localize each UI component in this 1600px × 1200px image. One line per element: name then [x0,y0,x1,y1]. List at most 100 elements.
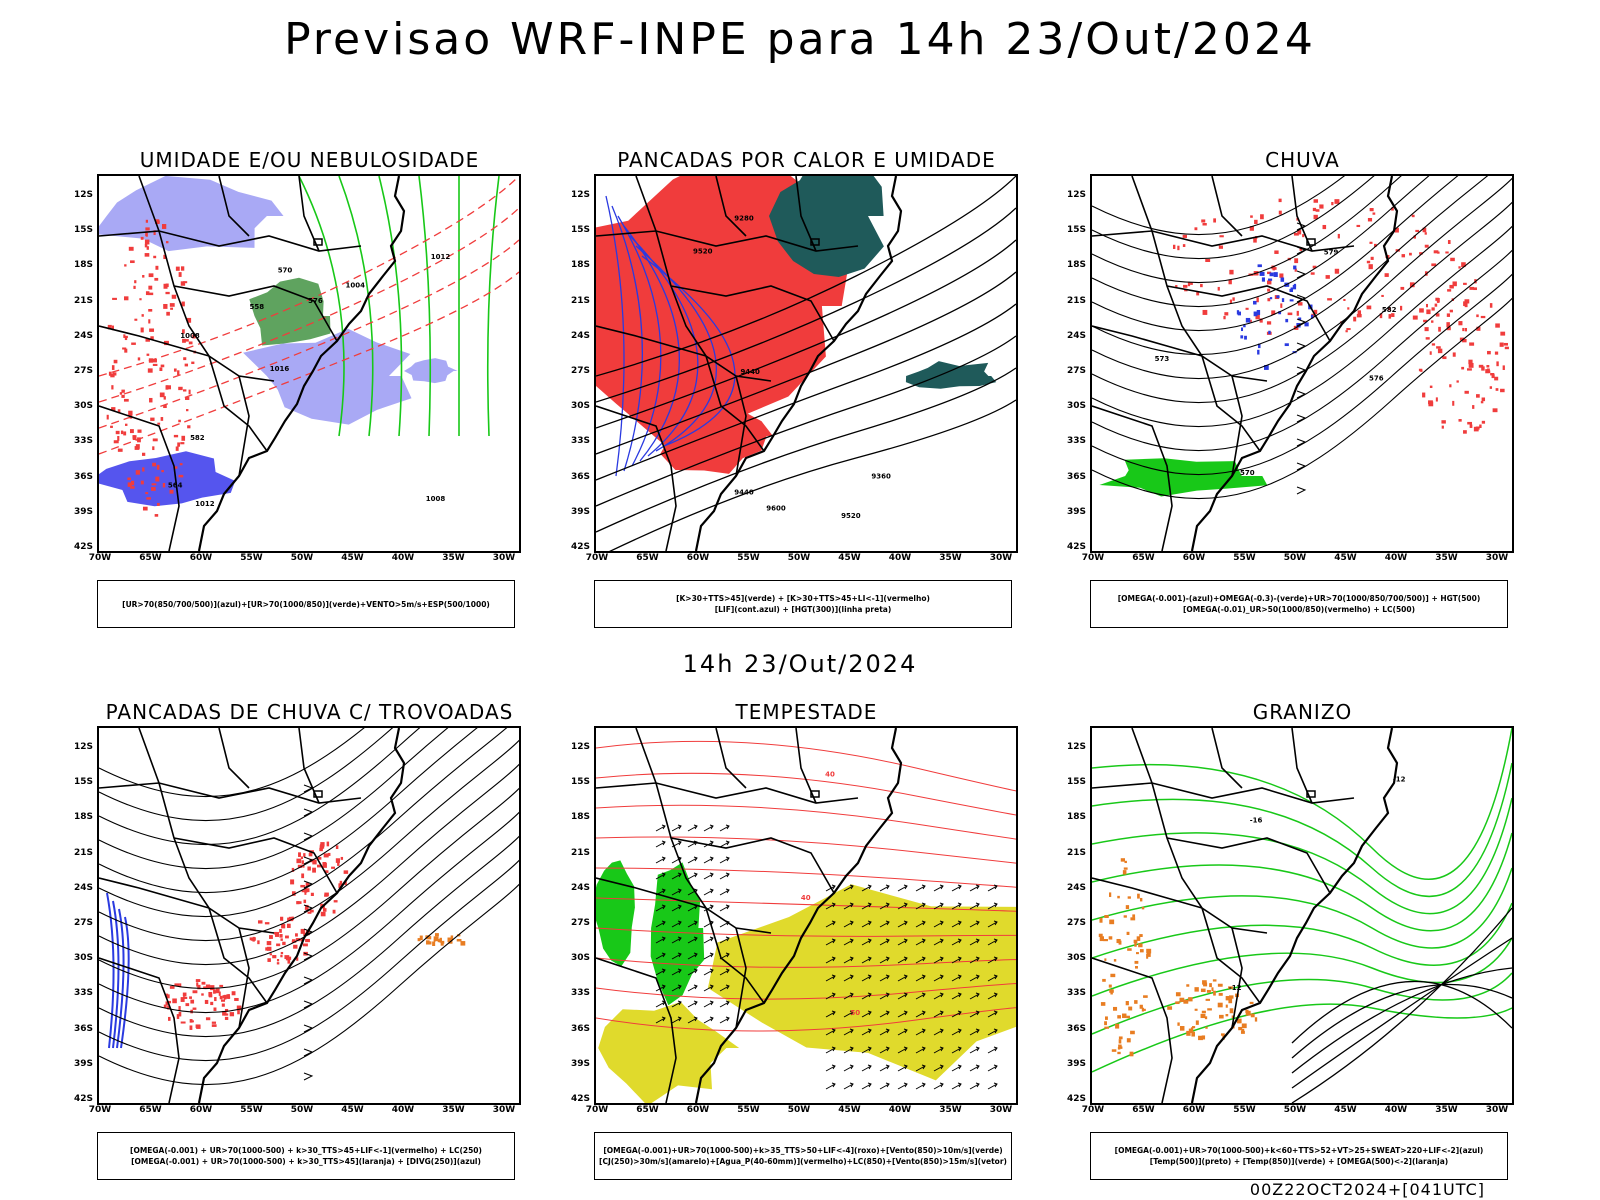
contour-line [596,335,1016,507]
humidity-contour [378,176,403,437]
speckle [1117,1015,1122,1019]
speckle [223,994,227,1000]
wind-vector [861,920,872,928]
speckle [1369,208,1374,212]
speckle [1429,385,1433,388]
speckle [433,936,439,942]
speckle [1442,356,1447,360]
contour-line [596,176,1016,377]
longitude-tick-label: 55W [737,553,760,563]
speckle [1195,1020,1199,1025]
speckle [1495,388,1499,391]
speckle [1142,1008,1146,1011]
speckle [1422,227,1427,233]
speckle [110,425,113,428]
speckle [1357,310,1362,315]
speckle [1319,204,1324,209]
speckle [280,954,283,958]
speckle [312,859,317,865]
speckle [1223,315,1226,320]
wind-vector [719,856,730,864]
speckle [135,470,140,475]
speckle-field [163,979,242,1030]
speckle [1356,313,1362,318]
streamline [99,883,519,1086]
wind-vector [969,1028,980,1036]
latitude-tick-label: 15S [73,225,93,236]
wind-vector [861,1082,872,1090]
speckle [1499,342,1504,347]
wind-vector [987,1046,998,1054]
speckle [288,916,294,922]
streamline-arrow [1296,486,1307,495]
latitude-tick-label: 21S [73,847,93,858]
speckle [111,325,114,331]
speckle [1136,952,1139,955]
speckle [1188,997,1193,1002]
latitude-tick-label: 36S [570,471,590,482]
legend-line: [OMEGA(-0.001) + UR>70(1000-500) + k>30_… [130,1146,482,1155]
state-border [1166,837,1331,894]
lake-outline [1306,238,1316,246]
speckle [1294,258,1299,264]
legend-line: [CJ(250)>30m/s](amarelo)+[Agua_P(40-60mm… [599,1157,1007,1166]
speckle [154,514,159,517]
speckle [1445,251,1449,254]
speckle [335,845,339,850]
wind-vector [861,1010,872,1018]
speckle [279,929,282,933]
speckle [426,940,430,945]
speckle [272,955,277,959]
legend-line: [OMEGA(-0.001) + UR>70(1000-500) + k>30_… [131,1157,481,1166]
speckle [305,938,310,943]
longitude-tick-label: 65W [1132,1105,1155,1115]
water-content-contour [596,1007,1016,1032]
wind-vector [703,872,714,880]
longitude-tick-label: 50W [1283,1105,1307,1115]
latitude-tick-label: 30S [570,953,590,964]
contour-label: 576 [308,297,323,305]
speckle [1411,214,1415,218]
speckle [320,911,326,917]
wind-vector [703,1016,714,1024]
speckle [1228,986,1233,989]
speckle [201,993,204,996]
wind-vector [655,1000,666,1008]
speckle [1469,424,1473,428]
speckle [1379,313,1383,319]
speckle [124,335,128,339]
speckle [180,997,185,1002]
temp-850-contour [1092,762,1512,898]
speckle [192,990,198,994]
state-border [173,285,338,342]
speckle [197,984,201,990]
speckle [1183,284,1188,288]
speckle [1267,280,1272,285]
panel-granizo: GRANIZO -12 -12 -16 [OMEGA(-0.001)+UR>70(1… [1067,700,1515,1180]
speckle [432,941,436,946]
speckle [1244,335,1247,340]
humidity-contour [338,176,374,437]
speckle [1126,1038,1131,1043]
longitude-tick-label: 35W [1435,1105,1458,1115]
wind-vector [951,884,962,892]
speckle [1274,250,1279,254]
speckle [166,994,170,999]
speckle [344,881,347,886]
speckle [300,928,305,934]
speckle [1228,998,1233,1004]
speckle [1495,323,1500,328]
wind-vector [915,884,926,892]
speckle [1458,266,1461,269]
speckle [266,941,272,946]
speckle [1211,987,1214,992]
state-border [208,907,268,1004]
wind-vector [897,884,908,892]
speckle [1268,278,1273,281]
speckle [1272,266,1275,271]
speckle [1296,217,1299,221]
speckle [310,892,314,897]
speckle [1237,311,1241,316]
speckle [307,911,312,914]
wind-vector [825,974,836,982]
